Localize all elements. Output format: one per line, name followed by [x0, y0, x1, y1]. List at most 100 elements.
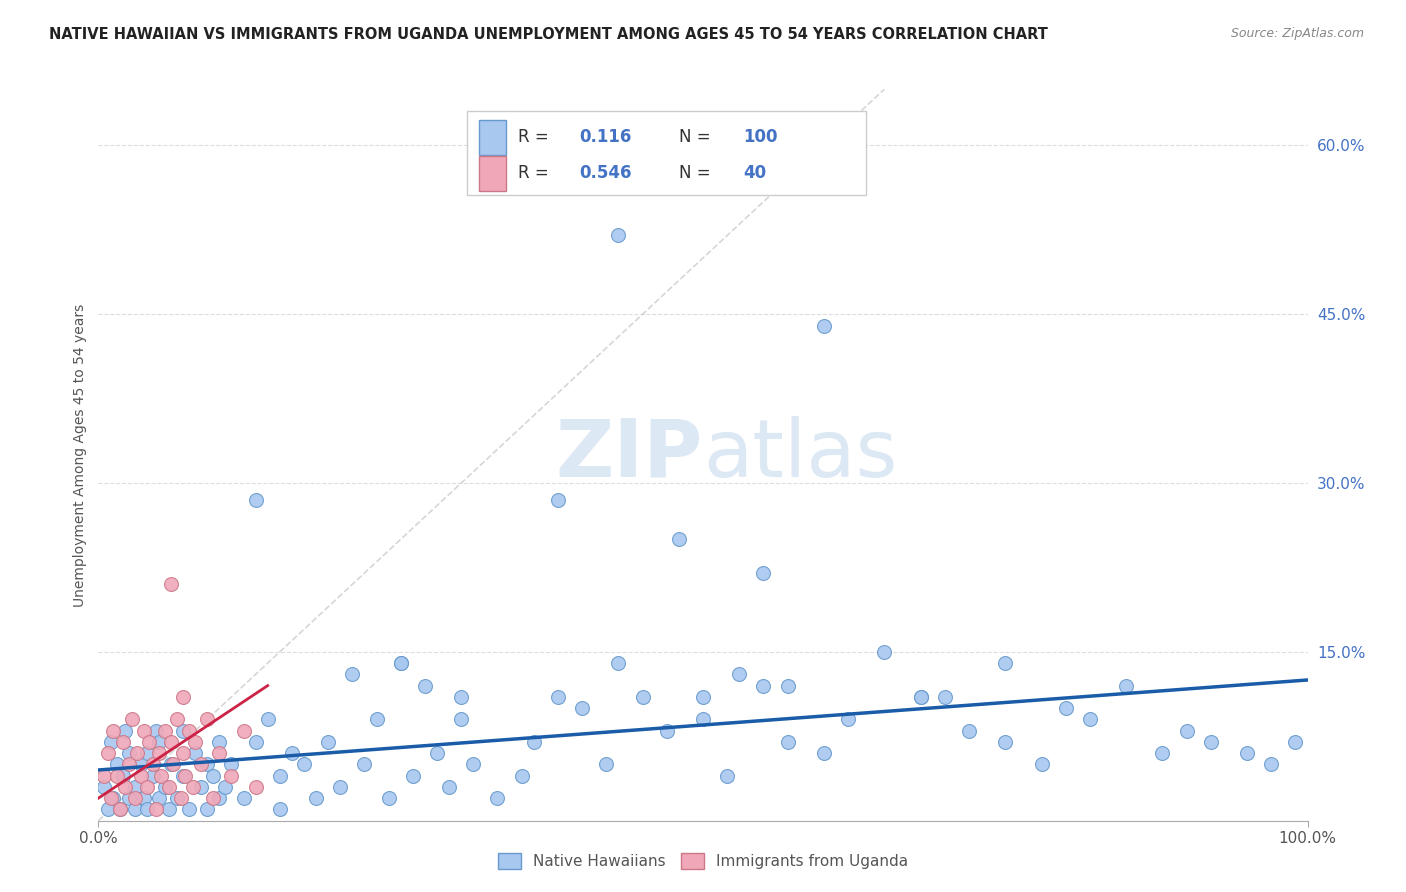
Point [135, 802, 157, 816]
Point [150, 769, 173, 783]
Text: R =: R = [517, 164, 548, 182]
Point [124, 802, 146, 816]
Point [269, 769, 291, 783]
Point [776, 679, 799, 693]
Point [692, 690, 714, 704]
Point [1078, 712, 1101, 726]
Point [166, 712, 188, 726]
Point [134, 723, 156, 738]
Point [655, 723, 678, 738]
Point [752, 566, 775, 580]
Point [118, 757, 141, 772]
Point [135, 780, 157, 794]
Point [873, 645, 896, 659]
Point [377, 791, 399, 805]
Point [148, 791, 170, 805]
Point [281, 746, 304, 760]
Point [316, 735, 339, 749]
Point [837, 712, 859, 726]
Point [607, 656, 630, 670]
Point [402, 769, 425, 783]
Point [105, 757, 128, 772]
Point [256, 712, 278, 726]
Text: 40: 40 [742, 164, 766, 182]
Point [1199, 735, 1222, 749]
Point [138, 735, 160, 749]
Point [114, 723, 136, 738]
Point [195, 712, 218, 726]
Point [1054, 701, 1077, 715]
Point [181, 780, 204, 794]
Point [1115, 679, 1137, 693]
Point [174, 769, 197, 783]
Point [366, 712, 388, 726]
Point [157, 780, 180, 794]
Point [692, 712, 714, 726]
Point [607, 228, 630, 243]
Point [190, 780, 212, 794]
Point [450, 712, 472, 726]
Point [934, 690, 956, 704]
Point [994, 735, 1017, 749]
Point [486, 791, 509, 805]
Bar [479, 156, 506, 191]
Point [129, 757, 152, 772]
Point [450, 690, 472, 704]
Point [221, 769, 243, 783]
Point [157, 802, 180, 816]
Point [101, 791, 124, 805]
Point [124, 780, 146, 794]
Point [910, 690, 932, 704]
Point [100, 791, 122, 805]
Point [184, 735, 207, 749]
Text: Source: ZipAtlas.com: Source: ZipAtlas.com [1230, 27, 1364, 40]
Point [129, 769, 152, 783]
Text: R =: R = [517, 128, 548, 146]
Point [153, 723, 176, 738]
Point [389, 656, 412, 670]
Point [142, 769, 165, 783]
Text: atlas: atlas [703, 416, 897, 494]
Point [114, 780, 136, 794]
Text: N =: N = [679, 164, 710, 182]
Point [716, 769, 738, 783]
Point [169, 791, 191, 805]
Point [145, 802, 167, 816]
Legend: Native Hawaiians, Immigrants from Uganda: Native Hawaiians, Immigrants from Uganda [492, 847, 914, 875]
Point [292, 757, 315, 772]
Point [413, 679, 436, 693]
Point [160, 757, 183, 772]
Point [108, 802, 131, 816]
Y-axis label: Unemployment Among Ages 45 to 54 years: Unemployment Among Ages 45 to 54 years [73, 303, 87, 607]
Point [994, 656, 1017, 670]
Point [208, 735, 231, 749]
Text: N =: N = [679, 128, 710, 146]
Point [214, 780, 236, 794]
Point [813, 746, 835, 760]
Point [160, 577, 183, 591]
Point [148, 735, 170, 749]
Point [437, 780, 460, 794]
Point [463, 757, 485, 772]
Point [1031, 757, 1053, 772]
Point [160, 735, 183, 749]
Point [910, 690, 932, 704]
Point [127, 746, 149, 760]
Point [728, 667, 751, 681]
Point [547, 492, 569, 507]
Text: 0.116: 0.116 [579, 128, 633, 146]
Point [111, 769, 134, 783]
Point [245, 492, 267, 507]
Point [162, 757, 184, 772]
Text: NATIVE HAWAIIAN VS IMMIGRANTS FROM UGANDA UNEMPLOYMENT AMONG AGES 45 TO 54 YEARS: NATIVE HAWAIIAN VS IMMIGRANTS FROM UGAND… [49, 27, 1047, 42]
Point [232, 791, 254, 805]
Point [1284, 735, 1306, 749]
Point [776, 735, 799, 749]
Point [195, 757, 218, 772]
Point [184, 746, 207, 760]
Point [208, 791, 231, 805]
Bar [479, 120, 506, 155]
Point [100, 735, 122, 749]
Point [389, 656, 412, 670]
Point [135, 746, 157, 760]
